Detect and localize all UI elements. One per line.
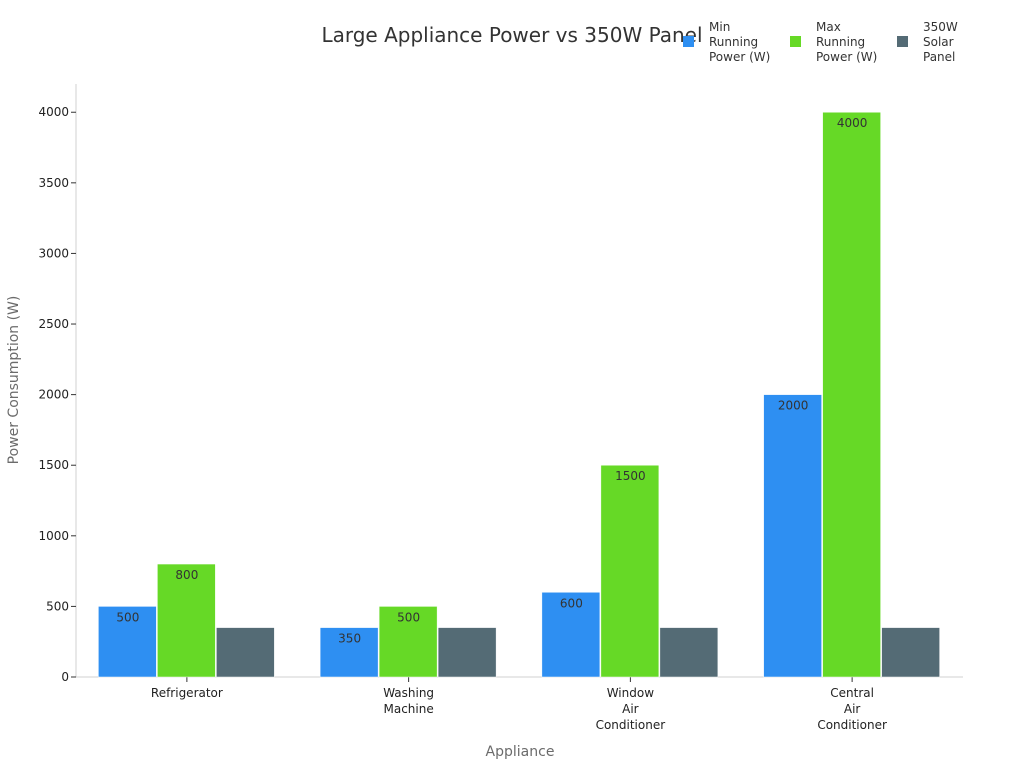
x-tick-label-line: Refrigerator: [151, 686, 223, 700]
bar: [437, 627, 497, 678]
legend-swatch: [683, 36, 694, 47]
bar-value-label: 4000: [837, 116, 868, 130]
bar-value-label: 500: [397, 610, 420, 624]
x-tick-label-line: Conditioner: [596, 718, 666, 732]
bar: [319, 627, 379, 678]
y-axis-title: Power Consumption (W): [6, 296, 22, 465]
legend-label-line: Running: [816, 35, 865, 49]
x-tick-label-line: Conditioner: [817, 718, 887, 732]
y-tick-label: 3000: [38, 246, 69, 260]
x-tick-label-line: Air: [844, 702, 861, 716]
bar: [98, 606, 157, 678]
bar: [378, 606, 438, 678]
bar: [216, 627, 275, 678]
bar: [881, 627, 940, 678]
bar: [600, 464, 660, 678]
y-tick-label: 1000: [38, 529, 69, 543]
x-tick-label: Central Air Conditioner: [817, 686, 887, 732]
x-tick-label-line: Window: [607, 686, 655, 700]
data-labels: 500 800 350 500 600 1500 2000 4000: [116, 116, 867, 645]
legend-item: Min Running Power (W): [683, 20, 770, 64]
legend-item: Max Running Power (W): [790, 20, 877, 64]
y-tick-label: 2000: [38, 388, 69, 402]
legend-label: 350W Solar Panel: [923, 20, 958, 64]
bar-value-label: 500: [116, 610, 139, 624]
x-axis-title: Appliance: [486, 744, 555, 760]
legend-label-line: Power (W): [709, 50, 770, 64]
legend-item: 350W Solar Panel: [897, 20, 958, 64]
x-tick-label-line: Washing: [383, 686, 434, 700]
bar-value-label: 600: [560, 596, 583, 610]
y-tick-label: 4000: [38, 105, 69, 119]
x-tick-label: Refrigerator: [151, 686, 223, 700]
bar-value-label: 1500: [615, 469, 646, 483]
legend-label: Max Running Power (W): [816, 20, 877, 64]
bar-value-label: 2000: [778, 399, 809, 413]
y-tick-label: 1500: [38, 458, 69, 472]
y-tick-label: 3500: [38, 176, 69, 190]
legend-swatch: [897, 36, 908, 47]
x-tick-label-line: Machine: [384, 702, 434, 716]
y-tick-label: 500: [46, 599, 69, 613]
legend-swatch: [790, 36, 801, 47]
legend-label-line: Power (W): [816, 50, 877, 64]
bar: [763, 394, 822, 678]
chart-title: Large Appliance Power vs 350W Panel: [321, 23, 702, 47]
legend: Min Running Power (W)Max Running Power (W)35…: [683, 20, 958, 64]
bar: [822, 111, 881, 678]
x-axis: Refrigerator Washing Machine Window Air Condi…: [76, 676, 963, 732]
legend-label-line: Min: [709, 20, 730, 34]
bars: [98, 111, 940, 678]
legend-label-line: Max: [816, 20, 841, 34]
bar-value-label: 350: [338, 632, 361, 646]
legend-label-line: Running: [709, 35, 758, 49]
y-axis: 0 500 1000 1500 2000 2500 3000 3500 4000: [38, 84, 77, 684]
bar: [541, 592, 601, 678]
bar: [659, 627, 719, 678]
x-tick-label: Window Air Conditioner: [596, 686, 666, 732]
legend-label-line: Panel: [923, 50, 955, 64]
x-tick-label: Washing Machine: [383, 686, 434, 716]
y-tick-label: 2500: [38, 317, 69, 331]
bar: [157, 563, 216, 678]
x-tick-label-line: Central: [830, 686, 874, 700]
legend-label-line: Solar: [923, 35, 954, 49]
legend-label-line: 350W: [923, 20, 958, 34]
x-tick-label-line: Air: [622, 702, 639, 716]
legend-label: Min Running Power (W): [709, 20, 770, 64]
bar-value-label: 800: [175, 568, 198, 582]
y-tick-label: 0: [61, 670, 69, 684]
